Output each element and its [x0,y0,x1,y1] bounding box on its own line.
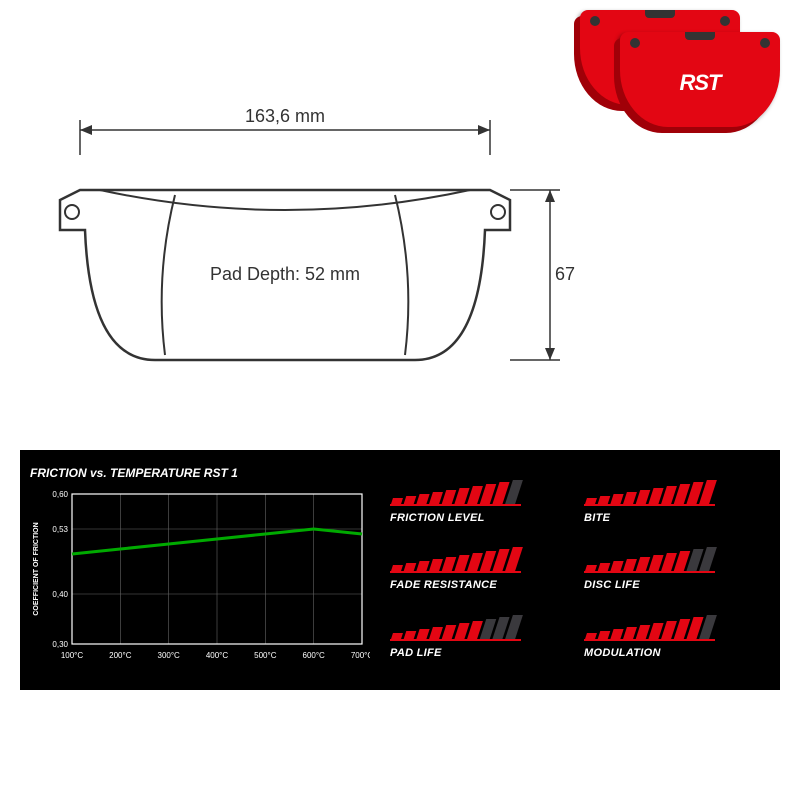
svg-text:0,30: 0,30 [52,640,68,649]
width-dimension-label: 163,6 mm [245,106,325,126]
metric-label: DISC LIFE [584,579,640,591]
metric-bite: BITE [584,480,760,535]
metric-bar [391,498,403,504]
metric-bars [584,547,715,573]
metric-modulation: MODULATION [584,615,760,670]
svg-text:600°C: 600°C [303,651,326,660]
metric-bar [623,627,637,639]
brake-pad-front: RST [620,32,780,127]
svg-text:0,53: 0,53 [52,525,68,534]
metric-label: BITE [584,512,610,524]
product-logo: RST [680,70,721,96]
product-photo: RST [580,10,780,140]
metric-bar [404,563,417,571]
metric-bar [610,629,623,639]
metric-bars [390,547,521,573]
svg-text:300°C: 300°C [158,651,181,660]
metrics-grid: FRICTION LEVEL BITE FADE RESISTANCE DISC LI… [380,450,780,690]
metric-bar [623,492,637,504]
metric-label: FRICTION LEVEL [390,512,485,524]
metric-label: FADE RESISTANCE [390,579,497,591]
svg-text:400°C: 400°C [206,651,229,660]
metric-bar [585,633,597,639]
metric-bar [391,633,403,639]
metric-bar [585,565,597,571]
metric-fade-resistance: FADE RESISTANCE [390,547,566,602]
metric-bar [623,559,637,571]
friction-chart: FRICTION vs. TEMPERATURE RST 1 COEFFICIE… [20,450,380,690]
metric-bar [416,629,429,639]
metric-bars [584,480,715,506]
metric-bar [429,559,443,571]
metric-label: PAD LIFE [390,647,442,659]
metric-bar [391,565,403,571]
metric-bar [429,492,443,504]
metric-bar [598,631,611,639]
metric-bar [429,627,443,639]
metric-bar [598,496,611,504]
svg-text:0,40: 0,40 [52,590,68,599]
metric-friction-level: FRICTION LEVEL [390,480,566,535]
metric-bar [585,498,597,504]
metric-bar [404,496,417,504]
pad-depth-label: Pad Depth: 52 mm [210,264,360,284]
svg-text:700°C: 700°C [351,651,370,660]
chart-title: FRICTION vs. TEMPERATURE RST 1 [30,466,370,480]
height-dimension-label: 67 mm [555,264,580,284]
svg-text:100°C: 100°C [61,651,84,660]
metric-bars [390,480,521,506]
metric-bar [404,631,417,639]
svg-text:200°C: 200°C [109,651,132,660]
metric-disc-life: DISC LIFE [584,547,760,602]
stats-panel: FRICTION vs. TEMPERATURE RST 1 COEFFICIE… [20,450,780,690]
metric-bar [598,563,611,571]
svg-text:500°C: 500°C [254,651,277,660]
metric-bar [610,561,623,571]
metric-bar [416,494,429,504]
svg-text:COEFFICIENT OF FRICTION: COEFFICIENT OF FRICTION [33,522,40,615]
technical-drawing: 163,6 mm 67 mm Pad Depth: 52 mm [20,100,580,420]
metric-pad-life: PAD LIFE [390,615,566,670]
metric-bars [390,615,521,641]
metric-bar [416,561,429,571]
metric-bar [610,494,623,504]
svg-text:0,60: 0,60 [52,490,68,499]
metric-label: MODULATION [584,647,661,659]
metric-bars [584,615,715,641]
